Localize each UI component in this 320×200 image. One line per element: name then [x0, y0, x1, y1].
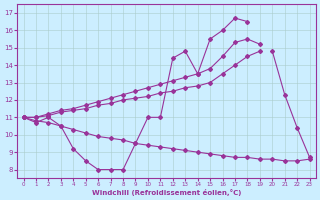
- X-axis label: Windchill (Refroidissement éolien,°C): Windchill (Refroidissement éolien,°C): [92, 189, 241, 196]
